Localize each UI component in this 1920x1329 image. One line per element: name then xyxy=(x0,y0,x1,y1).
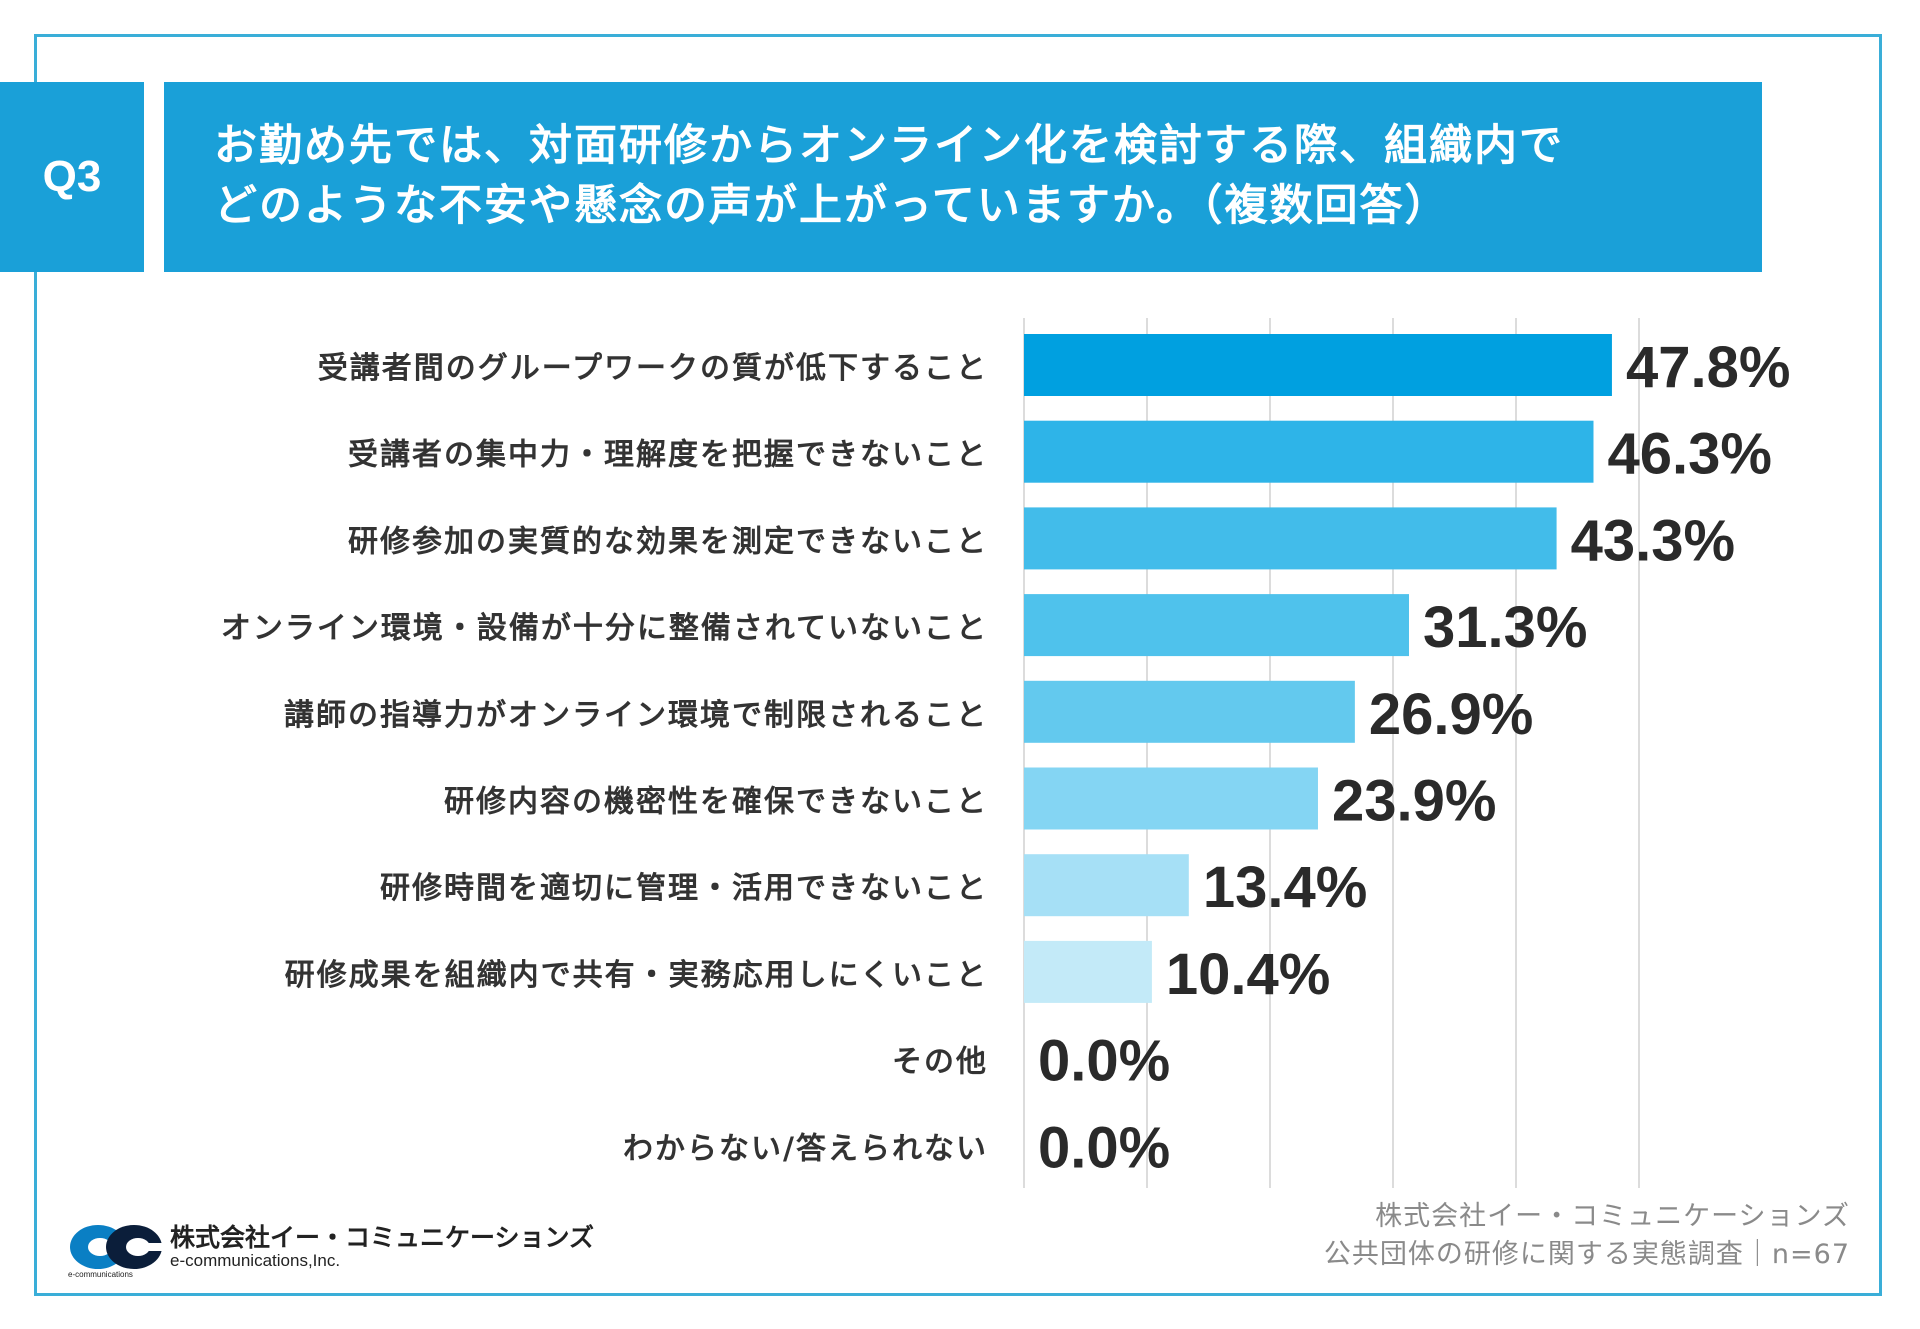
bar xyxy=(1024,507,1557,570)
source-survey: 公共団体の研修に関する実態調査｜n=67 xyxy=(1323,1239,1850,1270)
category-label: 研修成果を組織内で共有・実務応用しにくいこと xyxy=(285,958,988,993)
bar xyxy=(1024,854,1189,917)
bar xyxy=(1024,420,1594,483)
value-label: 13.4% xyxy=(1203,855,1367,920)
category-label: その他 xyxy=(892,1045,988,1080)
category-label: 研修参加の実質的な効果を測定できないこと xyxy=(348,524,988,559)
value-label: 0.0% xyxy=(1038,1029,1170,1094)
logo-name-ja: 株式会社イー・コミュニケーションズ xyxy=(170,1223,595,1252)
value-label: 0.0% xyxy=(1038,1115,1170,1180)
source-company: 株式会社イー・コミュニケーションズ xyxy=(1375,1201,1850,1232)
question-title-line-1: お勤め先では、対面研修からオンライン化を検討する際、組織内で xyxy=(214,121,1564,171)
logo-mark-text: e-communications xyxy=(68,1270,133,1279)
question-badge: Q3 xyxy=(0,82,144,272)
company-logo: 株式会社イー・コミュニケーションズ e-communications,Inc. … xyxy=(68,1218,594,1279)
value-label: 26.9% xyxy=(1369,682,1533,747)
category-label: 受講者間のグループワークの質が低下すること xyxy=(318,351,988,386)
bar xyxy=(1024,940,1152,1003)
bar xyxy=(1024,680,1355,743)
logo-mark-icon xyxy=(70,1225,168,1269)
chart-frame xyxy=(34,34,1882,1296)
category-label: オンライン環境・設備が十分に整備されていないこと xyxy=(221,611,988,646)
category-label: 受講者の集中力・理解度を把握できないこと xyxy=(348,438,988,473)
value-label: 46.3% xyxy=(1607,422,1771,487)
bar xyxy=(1024,594,1409,657)
value-label: 23.9% xyxy=(1332,769,1496,834)
value-label: 43.3% xyxy=(1571,508,1735,573)
value-label: 47.8% xyxy=(1626,335,1790,400)
bar xyxy=(1024,767,1318,830)
category-label: 研修時間を適切に管理・活用できないこと xyxy=(380,871,988,906)
logo-name-en: e-communications,Inc. xyxy=(170,1251,341,1270)
bar-chart: 受講者間のグループワークの質が低下すること 47.8% 受講者の集中力・理解度を把握… xyxy=(221,318,1790,1188)
category-label: わからない/答えられない xyxy=(623,1131,988,1166)
value-label: 31.3% xyxy=(1423,595,1587,660)
question-title-line-2: どのような不安や懸念の声が上がっていますか。（複数回答） xyxy=(214,181,1450,231)
question-title: お勤め先では、対面研修からオンライン化を検討する際、組織内で どのような不安や懸… xyxy=(164,82,1762,272)
category-label: 研修内容の機密性を確保できないこと xyxy=(444,785,988,820)
bar xyxy=(1024,334,1612,396)
category-label: 講師の指導力がオンライン環境で制限されること xyxy=(284,698,988,733)
value-label: 10.4% xyxy=(1166,942,1330,1007)
